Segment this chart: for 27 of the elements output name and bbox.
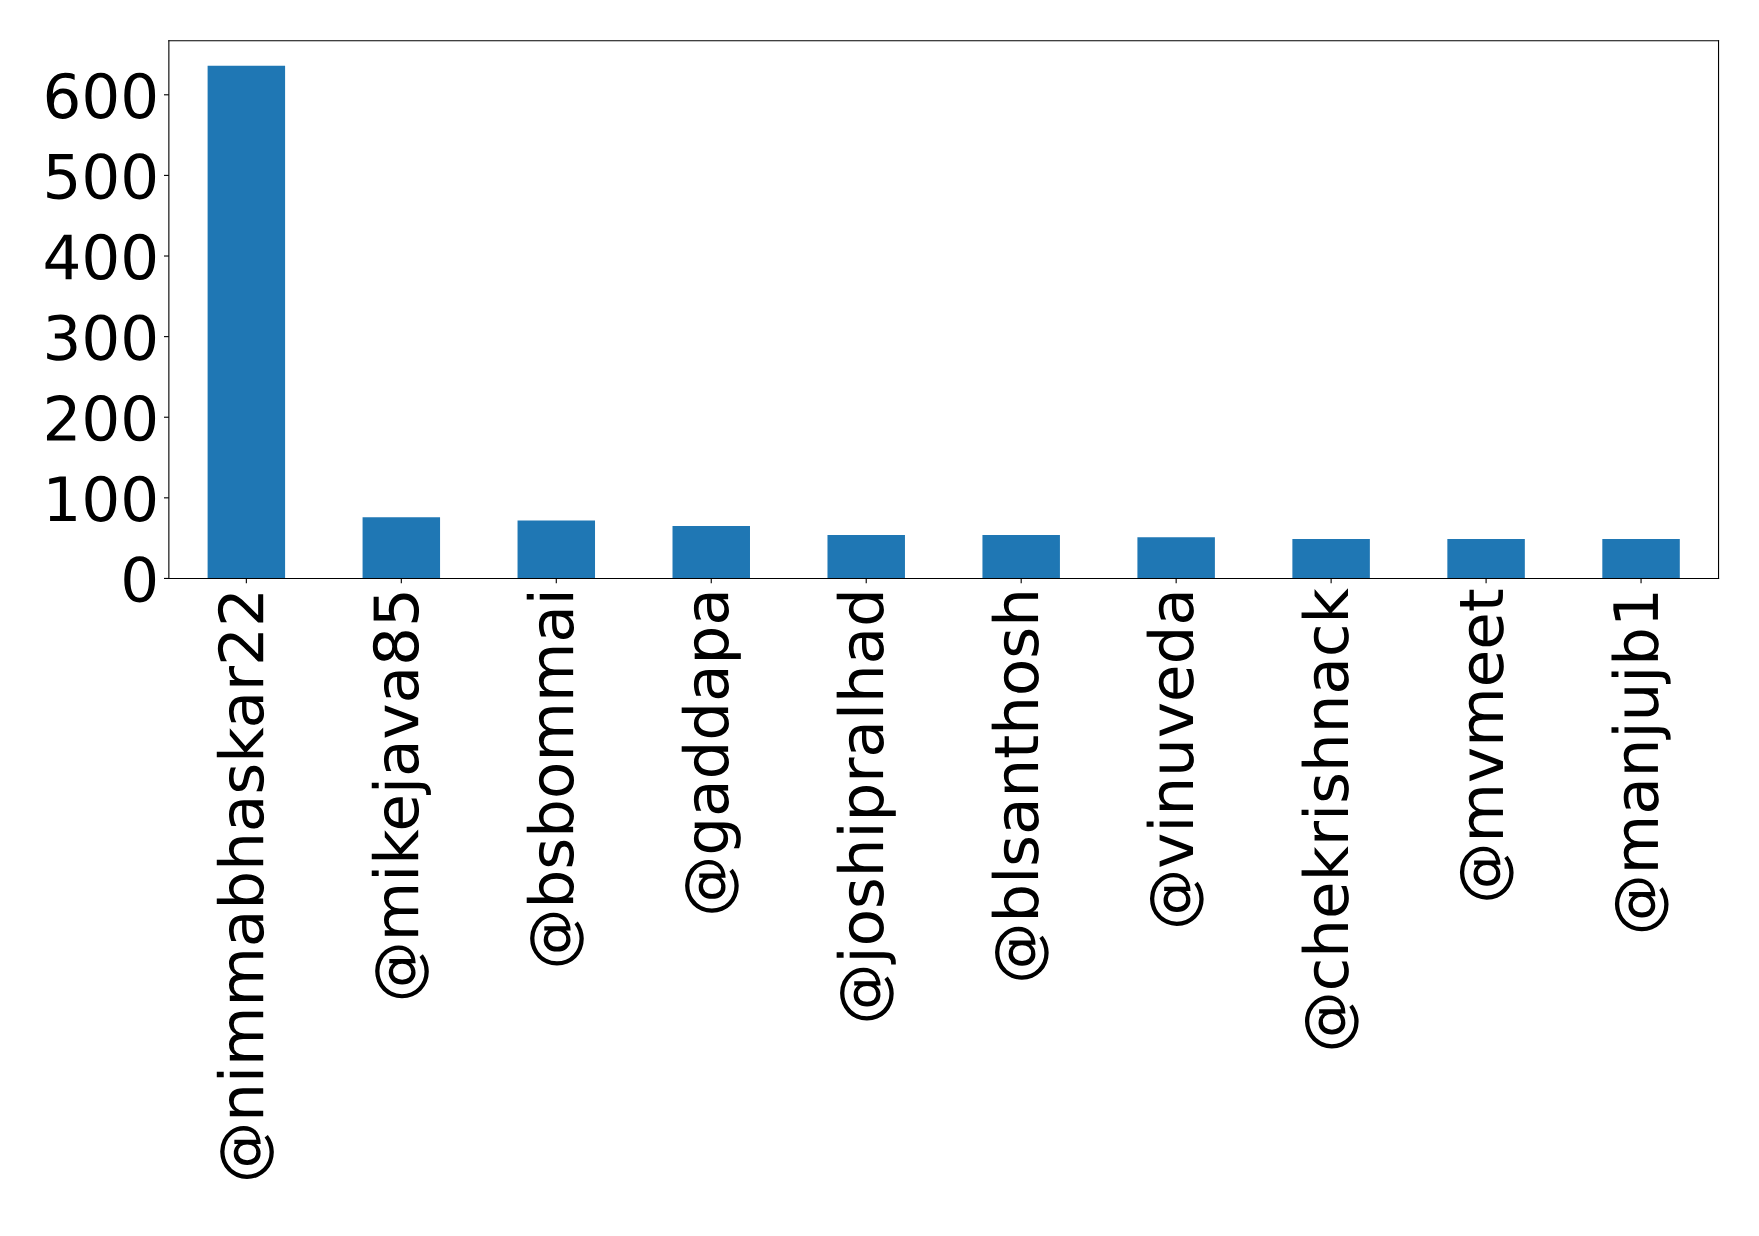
x-tick-label: @mikejava85 <box>371 593 431 999</box>
bar <box>1447 538 1525 579</box>
y-tick-label: 100 <box>49 475 156 522</box>
y-tick-label: 400 <box>45 233 156 281</box>
y-tick-label: 600 <box>46 72 156 119</box>
bar <box>1137 537 1215 579</box>
bar <box>827 534 905 579</box>
bar <box>362 517 441 579</box>
bar <box>517 520 596 579</box>
x-tick-label: @chekrishnack <box>1301 588 1359 1049</box>
y-tick-label: 500 <box>47 153 156 200</box>
y-tick-label: 300 <box>47 314 156 361</box>
x-tick-label: @bsbommai <box>526 593 584 966</box>
bar <box>1602 538 1680 579</box>
y-tick-label: 0 <box>124 556 156 603</box>
x-tick-label: @nimmabhaskar22 <box>216 594 274 1179</box>
y-tick-label: 200 <box>46 395 156 442</box>
bar <box>982 534 1060 579</box>
bar <box>1292 538 1370 579</box>
x-tick-label: @joshipralhad <box>836 593 896 1021</box>
bar <box>207 65 286 579</box>
x-tick-label: @vinuveda <box>1146 593 1204 926</box>
bar <box>672 526 750 579</box>
x-tick-label: @gaddapa <box>681 593 741 913</box>
x-tick-label: @blsanthosh <box>991 593 1049 980</box>
x-tick-label: @manjujb1 <box>1611 593 1671 932</box>
x-tick-label: @mvmeet <box>1459 589 1514 900</box>
